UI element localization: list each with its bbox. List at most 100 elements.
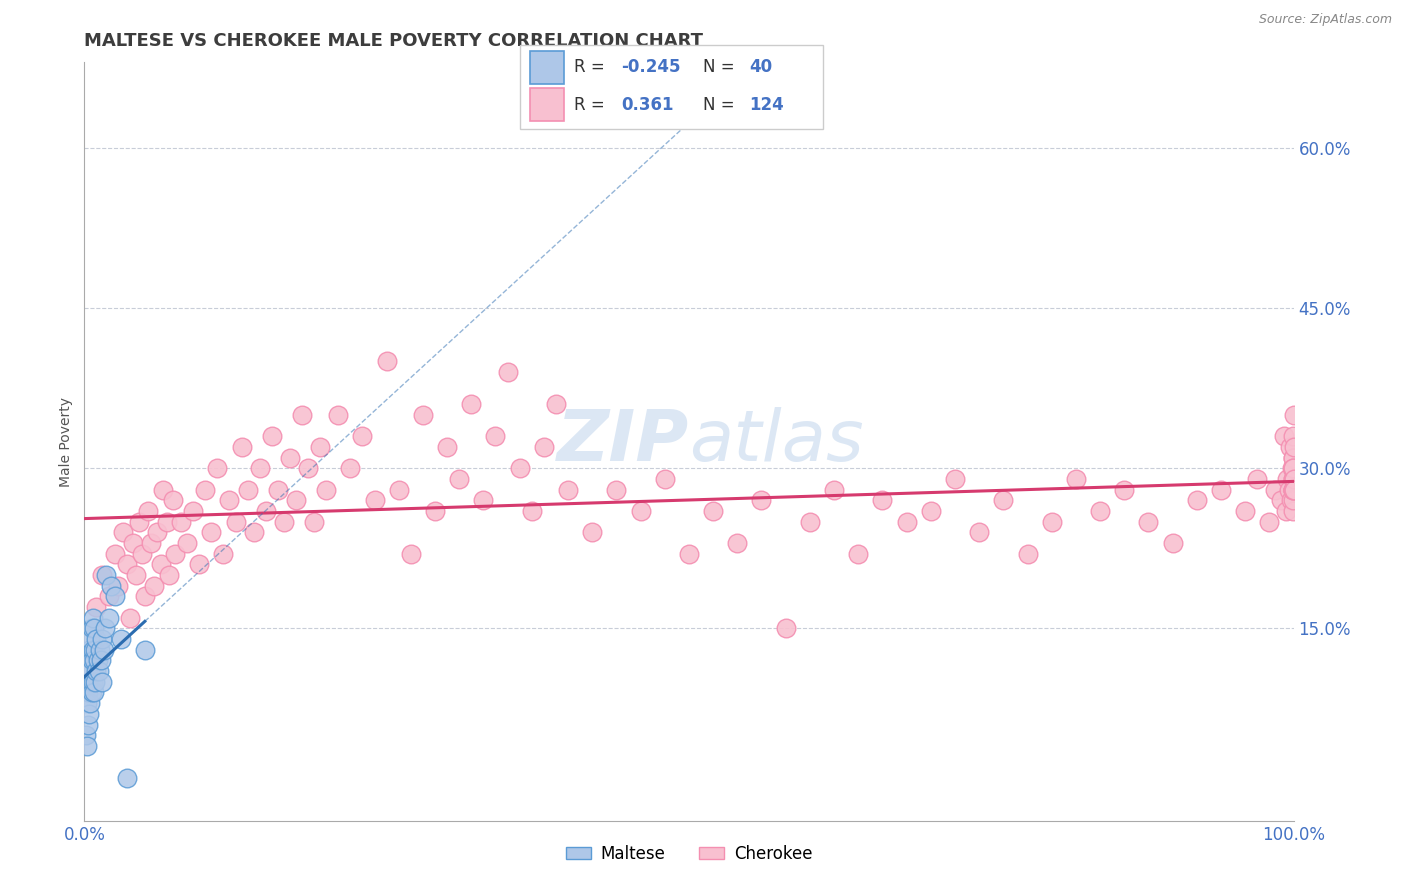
Point (1282, 450, 1305, 465)
Point (1258, 515, 1281, 529)
Point (260, 429, 283, 443)
Point (751, 493, 773, 508)
Point (449, 472, 471, 486)
Point (79, 664, 101, 678)
Point (581, 525, 603, 540)
Point (1161, 536, 1184, 550)
Text: R =: R = (574, 58, 610, 76)
Text: N =: N = (703, 58, 740, 76)
Point (82, 611, 104, 625)
Point (302, 515, 325, 529)
Point (120, 611, 142, 625)
Point (80, 653, 103, 667)
Point (1281, 461, 1303, 475)
Point (1282, 483, 1305, 497)
Point (775, 622, 797, 636)
Point (1064, 472, 1087, 486)
Point (97, 611, 120, 625)
Point (1282, 461, 1305, 475)
Point (725, 536, 748, 550)
Point (1185, 493, 1208, 508)
Point (309, 440, 332, 454)
Point (249, 461, 271, 475)
Point (1281, 472, 1303, 486)
Text: ZIP: ZIP (557, 407, 689, 476)
Text: 0.361: 0.361 (621, 95, 673, 113)
Point (83, 685, 105, 699)
Point (1246, 472, 1268, 486)
Point (134, 590, 156, 604)
Point (218, 493, 240, 508)
Point (533, 440, 555, 454)
Point (121, 536, 143, 550)
Point (1278, 483, 1301, 497)
Point (605, 483, 627, 497)
Y-axis label: Male Poverty: Male Poverty (59, 397, 73, 486)
Text: 40: 40 (749, 58, 772, 76)
Text: -0.245: -0.245 (621, 58, 681, 76)
Point (170, 515, 193, 529)
Point (823, 483, 845, 497)
Point (77, 674, 100, 689)
Point (872, 493, 894, 508)
Point (484, 429, 506, 443)
Text: 124: 124 (749, 95, 785, 113)
Point (1282, 429, 1305, 443)
Point (352, 429, 374, 443)
Text: N =: N = (703, 95, 740, 113)
Point (83, 653, 105, 667)
Point (79, 696, 101, 710)
Point (315, 483, 337, 497)
Point (1114, 483, 1136, 497)
Point (207, 461, 229, 475)
Point (93, 642, 115, 657)
Point (84, 642, 107, 657)
Point (194, 483, 217, 497)
Point (146, 525, 169, 540)
Point (82, 674, 104, 689)
Point (1282, 440, 1305, 454)
Point (472, 493, 495, 508)
Point (1282, 483, 1305, 497)
Point (77, 706, 100, 721)
Point (1137, 515, 1160, 529)
Point (104, 547, 127, 561)
Point (86, 632, 108, 646)
Point (110, 632, 132, 646)
Point (89, 642, 111, 657)
Point (94, 568, 117, 582)
Point (139, 536, 162, 550)
Point (90, 653, 112, 667)
Point (267, 483, 290, 497)
Point (155, 515, 177, 529)
Point (375, 354, 398, 368)
Point (77, 642, 100, 657)
Point (176, 536, 198, 550)
Point (152, 483, 174, 497)
Point (557, 483, 579, 497)
Point (80, 685, 103, 699)
Point (107, 579, 129, 593)
Point (544, 397, 567, 411)
Point (399, 547, 422, 561)
Point (1272, 429, 1295, 443)
Point (86, 600, 108, 615)
Point (138, 504, 160, 518)
Point (388, 483, 411, 497)
Point (297, 461, 319, 475)
Text: MALTESE VS CHEROKEE MALE POVERTY CORRELATION CHART: MALTESE VS CHEROKEE MALE POVERTY CORRELA… (84, 32, 703, 50)
Point (104, 590, 127, 604)
Point (412, 408, 434, 422)
Point (143, 579, 166, 593)
Point (83, 622, 105, 636)
Point (273, 515, 295, 529)
Point (896, 515, 918, 529)
Point (91, 568, 114, 582)
Point (920, 504, 942, 518)
Point (1282, 493, 1305, 508)
Point (423, 504, 446, 518)
Point (86, 664, 108, 678)
Point (200, 525, 222, 540)
Point (212, 547, 235, 561)
Point (1278, 440, 1301, 454)
